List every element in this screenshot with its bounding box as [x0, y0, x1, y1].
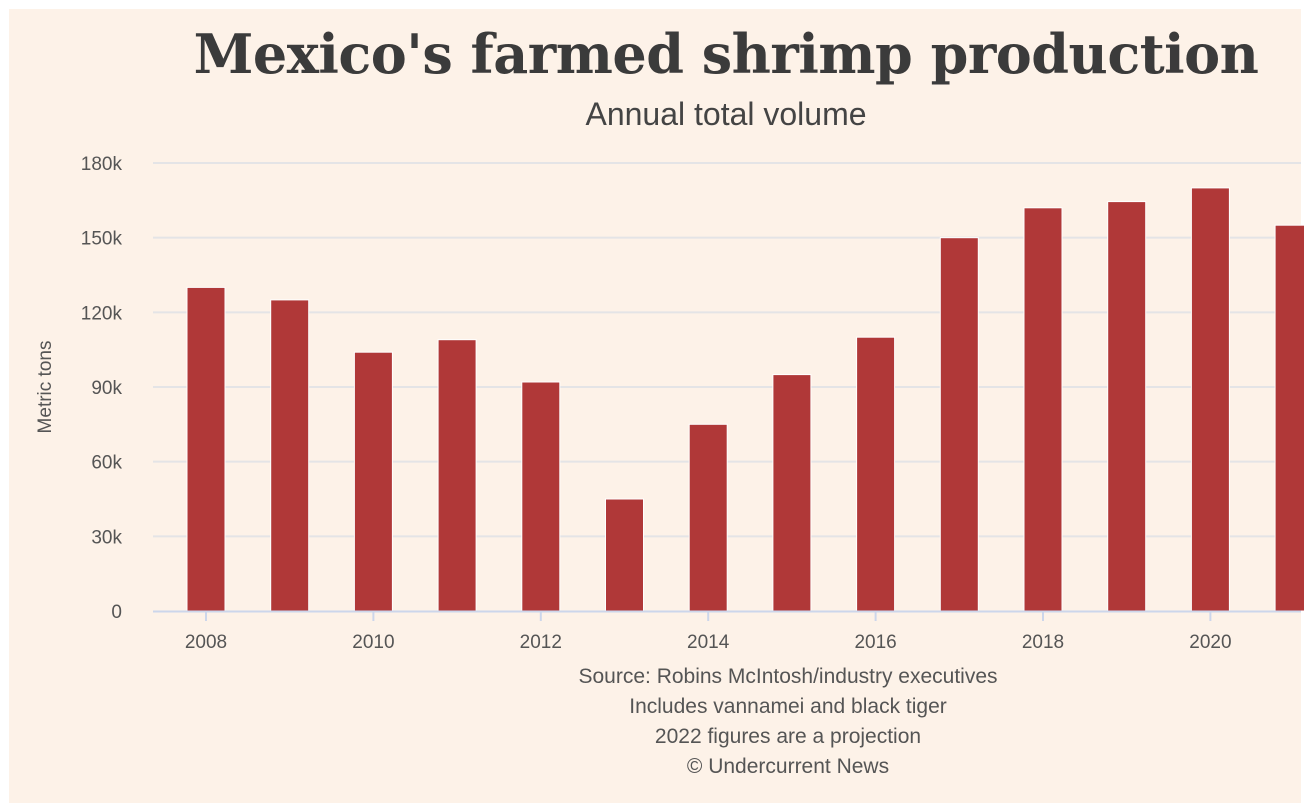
y-tick-label: 0 [111, 602, 122, 623]
x-tick-label: 2018 [1022, 632, 1064, 653]
bar-2010 [353, 351, 393, 612]
bar-2018 [1023, 207, 1063, 612]
y-tick-label: 60k [91, 453, 122, 474]
x-tick-label: 2014 [687, 632, 730, 653]
chart-subtitle: Annual total volume [585, 96, 867, 132]
bars [186, 187, 1304, 612]
y-tick-label: 120k [81, 303, 123, 324]
chart-notes: Source: Robins McIntosh/industry executi… [538, 662, 1038, 782]
bar-2009 [270, 299, 310, 612]
x-tick-label: 2010 [352, 632, 394, 653]
projection-note: 2022 figures are a projection [654, 725, 922, 748]
y-tick-label: 30k [91, 527, 122, 548]
y-tick-label: 180k [81, 154, 123, 175]
chart-title: Mexico's farmed shrimp production [193, 22, 1259, 86]
x-tick-label: 2008 [185, 632, 227, 653]
bar-2014 [688, 423, 728, 612]
y-tick-label: 90k [91, 378, 122, 399]
bar-2021 [1274, 224, 1304, 612]
bar-2013 [605, 498, 644, 612]
bar-2020 [1190, 187, 1230, 612]
source-note: Source: Robins McIntosh/industry executi… [578, 665, 998, 688]
y-axis: 0 30k 60k 90k 120k 150k 180k [81, 154, 123, 623]
bar-2017 [939, 237, 979, 612]
bar-2019 [1107, 201, 1147, 612]
x-tick-label: 2012 [520, 632, 562, 653]
y-tick-label: 150k [81, 229, 123, 250]
y-axis-label: Metric tons [35, 341, 56, 434]
x-tick-label: 2016 [854, 632, 896, 653]
x-axis: 2008 2010 2012 2014 2016 2018 2020 [153, 610, 1301, 653]
copyright-note: © Undercurrent News [686, 755, 890, 778]
bar-2012 [521, 381, 561, 612]
x-tick-label: 2020 [1189, 632, 1231, 653]
bar-2011 [437, 339, 477, 612]
bar-2008 [186, 286, 226, 612]
bar-2015 [772, 374, 812, 612]
species-note: Includes vannamei and black tiger [629, 695, 947, 718]
bar-2016 [856, 336, 896, 612]
